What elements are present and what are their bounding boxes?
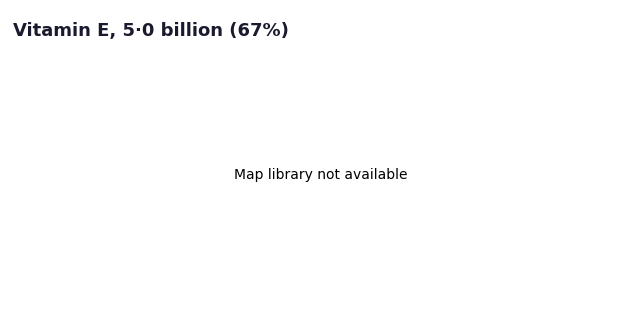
Text: Map library not available: Map library not available (234, 168, 408, 182)
Text: Vitamin E, 5·0 billion (67%): Vitamin E, 5·0 billion (67%) (13, 22, 289, 40)
